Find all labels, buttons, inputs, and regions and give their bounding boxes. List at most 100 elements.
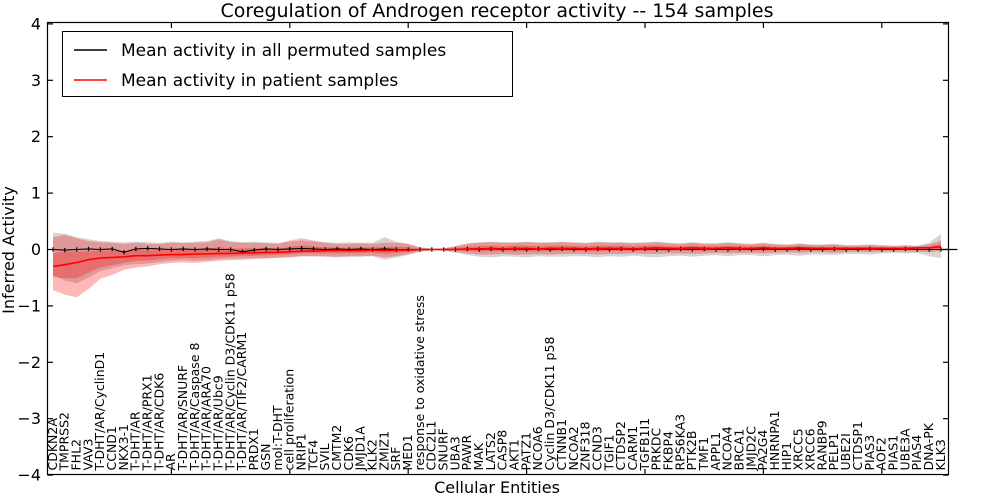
x-category-label: TCF4 [305, 440, 320, 472]
x-category-label: DNA-PK [921, 422, 936, 470]
patient-band [53, 234, 941, 298]
x-category-label: T-DHT/AR/Ubc9 [211, 375, 226, 471]
x-category-label: CDK6 [341, 436, 356, 471]
x-category-label: T-DHT/AR/Caspase 8 [187, 343, 202, 472]
x-category-label: response to oxidative stress [412, 295, 427, 470]
y-tick-label: 2 [31, 127, 41, 146]
x-category-label: MAK [471, 442, 486, 470]
x-category-label: PTK2B [684, 431, 699, 471]
y-tick-label: −4 [17, 466, 41, 485]
x-category-label: PIAS4 [909, 435, 924, 471]
chart-title: Coregulation of Androgen receptor activi… [220, 0, 773, 22]
legend-box [62, 31, 513, 97]
x-category-label: RANBP9 [814, 420, 829, 470]
x-category-label: APPL1 [708, 432, 723, 471]
x-category-label: TMF1 [696, 437, 711, 472]
y-tick-label: 0 [31, 240, 41, 259]
x-category-label: SRF [388, 447, 403, 471]
x-category-label: Cyclin D3/CDK11 p58 [542, 337, 557, 471]
x-category-label: CASP8 [495, 430, 510, 471]
x-category-label: CTDSP2 [613, 421, 628, 470]
x-category-label: T-DHT/AR [128, 411, 143, 471]
x-category-label: UBE2I [838, 433, 853, 470]
x-category-label: ZNF318 [578, 421, 593, 470]
x-category-label: PAWR [459, 435, 474, 471]
x-category-label: HIP1 [779, 442, 794, 471]
x-category-label: TGFB1I1 [637, 418, 652, 472]
x-category-label: ZMIZ1 [376, 431, 391, 471]
x-category-label: CTDSP1 [850, 421, 865, 470]
legend: Mean activity in all permuted samples Me… [62, 31, 513, 97]
x-category-label: CCND1 [104, 426, 119, 470]
x-category-label: TGIF1 [601, 434, 616, 471]
plot-border [46, 21, 950, 476]
x-category-label: T-DHT/AR/SNURF [175, 365, 190, 472]
x-category-label: AR [163, 453, 178, 471]
x-category-label: KLK3 [933, 439, 948, 470]
x-category-label: NKX3-1 [116, 424, 131, 471]
y-tick-labels: 4 3 2 1 0 −1 −2 −3 −4 [17, 14, 41, 484]
x-category-label: BRCA1 [732, 429, 747, 471]
y-tick-label: −3 [17, 409, 41, 428]
x-category-label: PRDX1 [246, 428, 261, 470]
x-category-label: T-DHT/AR/TIF2/CARM1 [234, 332, 249, 472]
x-category-label: T-DHT/AR/ARA70 [199, 366, 214, 472]
y-tick-label: 4 [31, 14, 41, 33]
x-category-label: JMJD1A [353, 426, 368, 472]
x-category-labels: CDKN2ATMPRSS2FHL2VAV3T-DHT/AR/CyclinD1CC… [45, 273, 948, 471]
y-tick-label: 3 [31, 71, 41, 90]
y-tick-label: −1 [17, 296, 41, 315]
x-category-label: AKT1 [507, 439, 522, 470]
x-category-label: FKBP4 [660, 431, 675, 471]
x-category-label: CDKN2A [45, 418, 60, 471]
x-category-label: XRCC6 [803, 428, 818, 470]
x-category-label: PA2G4 [755, 430, 770, 471]
x-category-label: HNRNPA1 [767, 410, 782, 470]
x-category-label: KLK2 [364, 439, 379, 470]
confidence-bands [53, 232, 941, 298]
x-category-label: UBA3 [447, 436, 462, 470]
patient-mean-line [52, 245, 942, 268]
x-category-label: RPS6KA3 [672, 414, 687, 471]
legend-label-patient: Mean activity in patient samples [121, 71, 398, 91]
series-lines [52, 245, 942, 268]
x-category-label: PRKDC [649, 427, 664, 470]
y-tick-label: −2 [17, 353, 41, 372]
x-category-label: PATZ1 [518, 432, 533, 470]
plot-frame [46, 21, 958, 476]
x-category-label: PELP1 [826, 433, 841, 471]
permuted-band [53, 232, 941, 284]
x-category-label: VAV3 [80, 438, 95, 470]
x-category-label: NCOA2 [566, 426, 581, 470]
y-axis-label: Inferred Activity [0, 186, 18, 314]
x-category-label: SVIL [317, 443, 332, 470]
x-category-label: LATS2 [483, 432, 498, 470]
x-category-label: PIAS3 [862, 435, 877, 471]
x-category-label: GSN [258, 444, 273, 471]
y-tick-label: 1 [31, 184, 41, 203]
x-category-label: UBE3A [897, 428, 912, 471]
x-category-label: XRCC5 [791, 428, 806, 470]
x-category-label: SNURF [436, 428, 451, 470]
x-category-label: TMPRSS2 [57, 412, 72, 471]
x-category-label: mol:T-DHT [270, 405, 285, 471]
x-category-label: CDC2L1 [424, 421, 439, 471]
x-category-label: CTNNB1 [554, 419, 569, 471]
x-category-label: FHL2 [68, 439, 83, 471]
x-category-label: cell proliferation [282, 369, 297, 471]
x-category-label: NRIP1 [293, 433, 308, 470]
x-category-label: MED1 [400, 434, 415, 470]
x-category-label: NCOA4 [720, 426, 735, 470]
x-category-label: T-DHT/AR/Cyclin D3/CDK11 p58 [222, 273, 237, 471]
x-category-label: CMTM2 [329, 425, 344, 471]
x-category-label: T-DHT/AR/CyclinD1 [92, 352, 107, 472]
x-category-label: CARM1 [625, 426, 640, 471]
x-category-label: CCND3 [589, 426, 604, 470]
x-category-label: AOF2 [874, 437, 889, 470]
x-axis-label: Cellular Entities [434, 478, 560, 497]
x-category-label: NCOA6 [530, 426, 545, 470]
x-category-label: T-DHT/AR/PRX1 [140, 374, 155, 471]
x-category-label: T-DHT/AR/CDK6 [151, 373, 166, 472]
